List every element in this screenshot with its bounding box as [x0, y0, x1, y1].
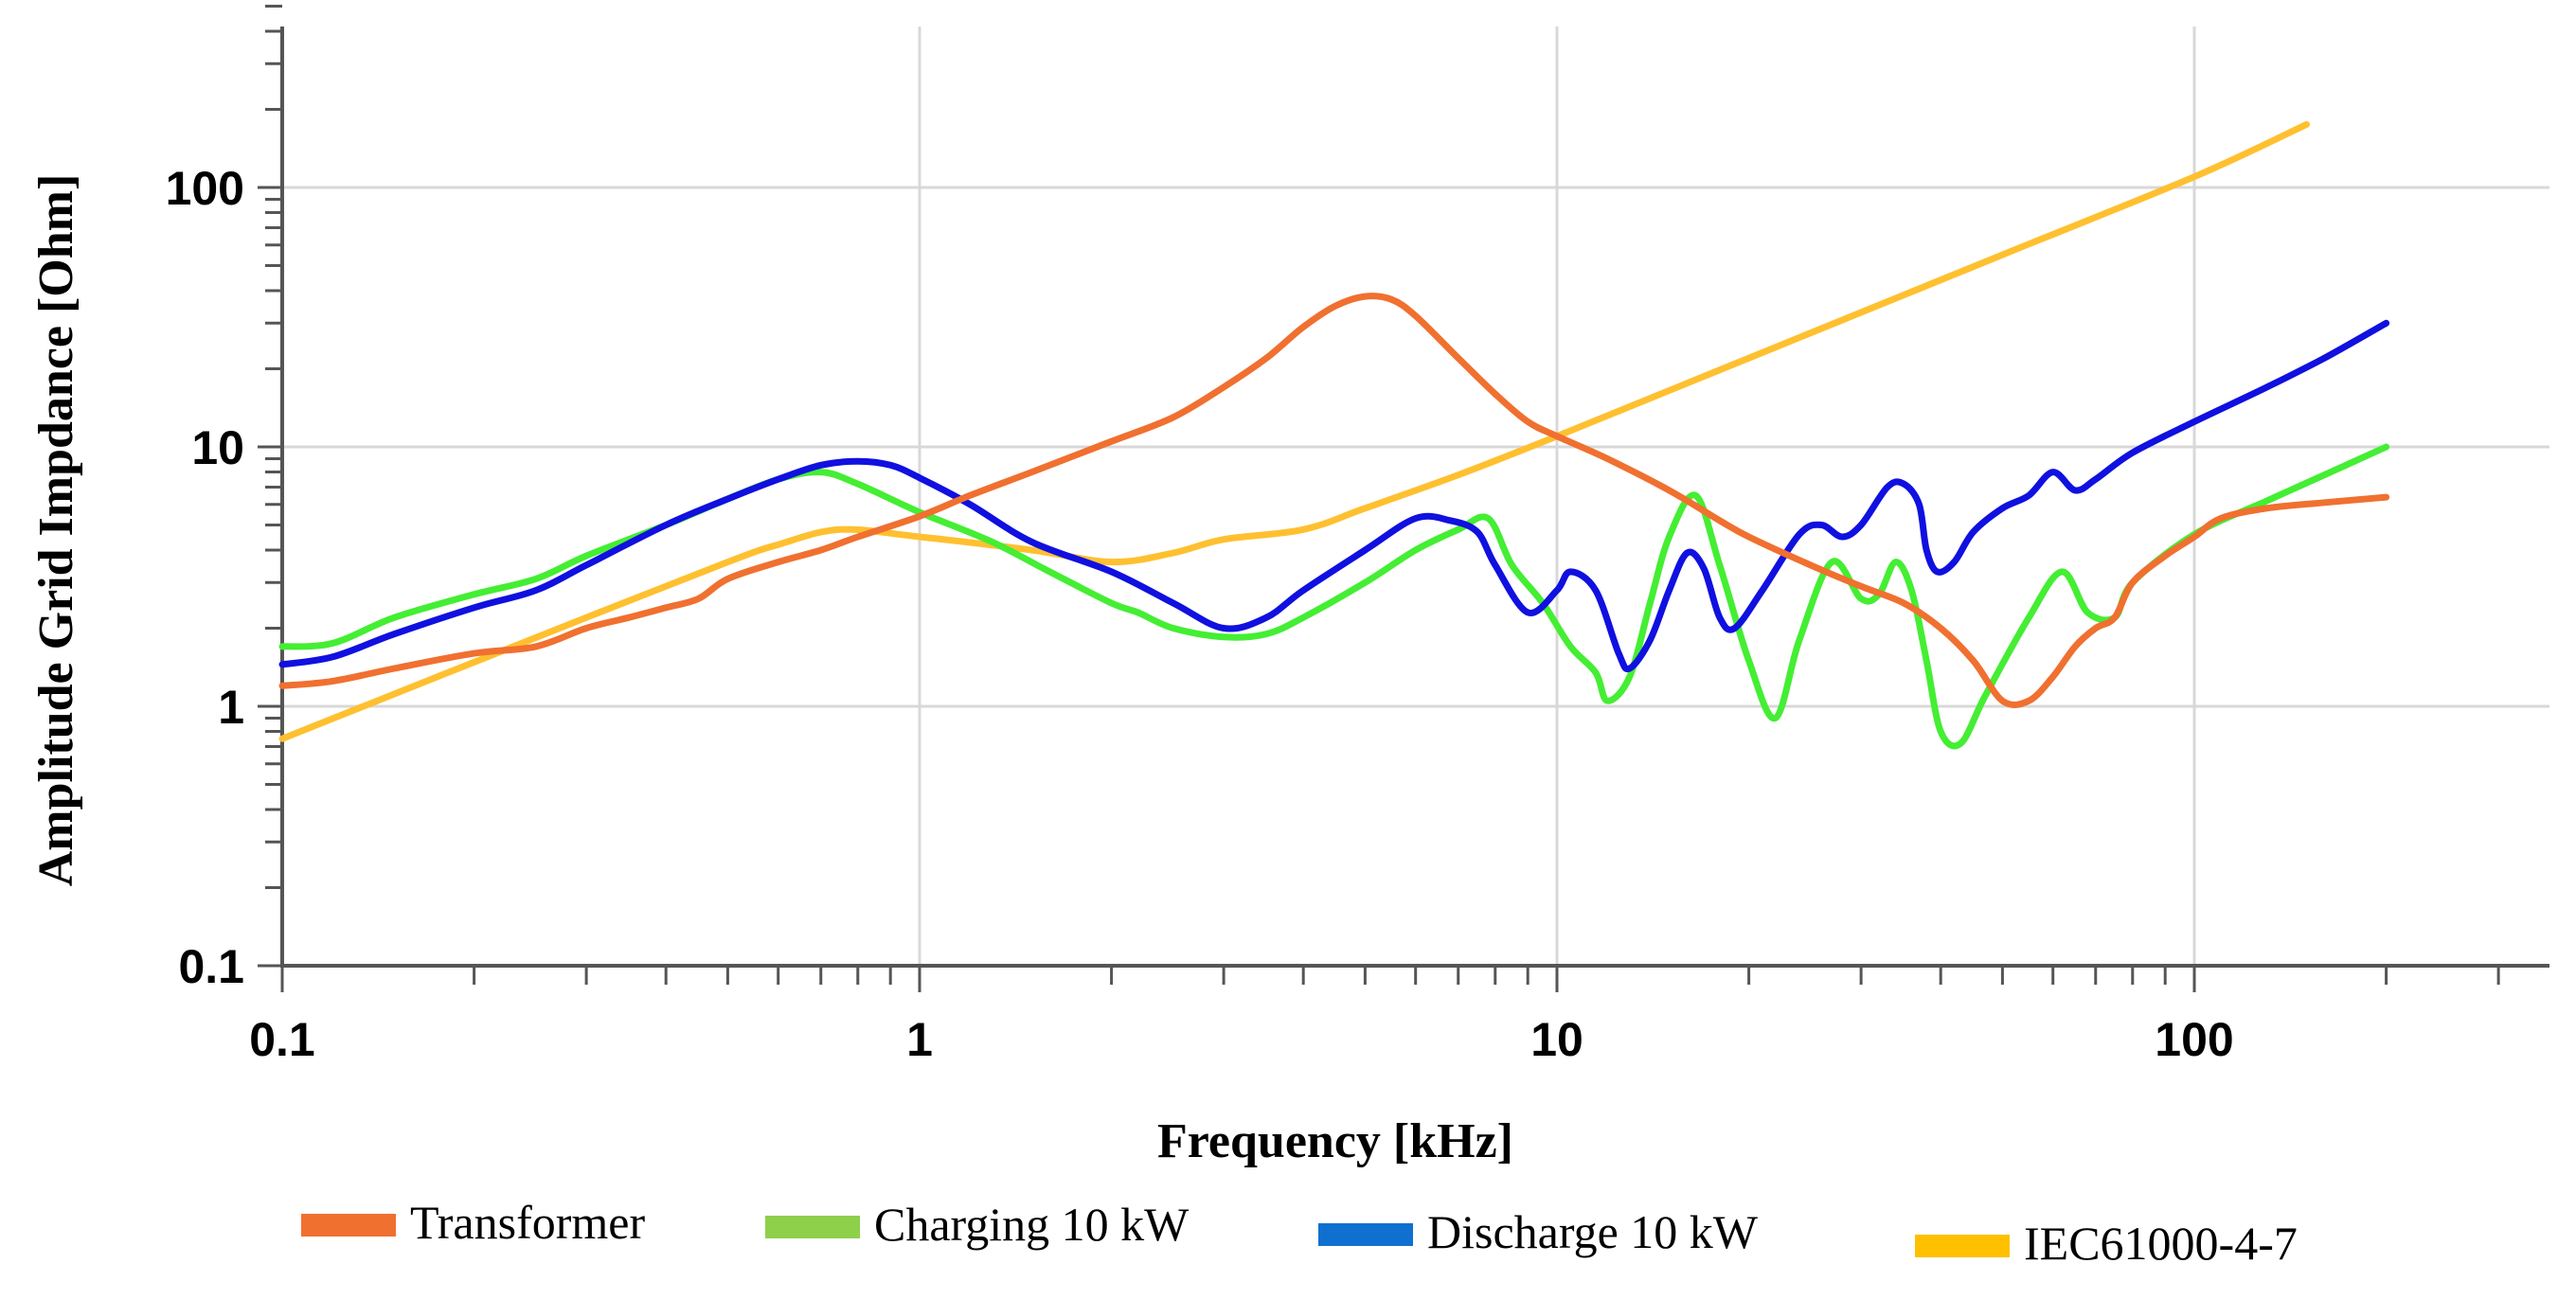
series-lines — [278, 120, 2390, 750]
x-tick-label: 100 — [2155, 1013, 2233, 1066]
tick-labels: 0.1 1 10 100 0.1 1 10 100 — [166, 162, 2234, 1066]
legend: Transformer Charging 10 kW Discharge 10 kW… — [301, 1196, 2298, 1270]
legend-swatch — [765, 1216, 860, 1238]
x-tick-label: 1 — [906, 1013, 933, 1066]
x-axis-title: Frequency [kHz] — [1157, 1114, 1513, 1168]
legend-item: Charging 10 kW — [765, 1198, 1190, 1251]
axes — [258, 4, 2549, 992]
legend-swatch — [1318, 1223, 1413, 1246]
series-line-iec61000-4-7 — [278, 120, 2310, 742]
series-line-transformer — [278, 293, 2390, 708]
y-tick-label: 100 — [166, 162, 244, 215]
series-line-charging-10-kw — [278, 443, 2390, 750]
legend-swatch — [301, 1214, 396, 1237]
x-tick-label: 0.1 — [249, 1013, 315, 1066]
legend-label: Discharge 10 kW — [1427, 1205, 1759, 1258]
legend-item: IEC61000-4-7 — [1915, 1217, 2298, 1270]
x-tick-label: 10 — [1530, 1013, 1583, 1066]
y-tick-label: 1 — [218, 681, 244, 734]
y-axis-title: Amplitude Grid Impdance [Ohm] — [29, 174, 83, 887]
legend-label: Charging 10 kW — [874, 1198, 1190, 1251]
series-line-discharge-10-kw — [278, 319, 2390, 673]
legend-label: IEC61000-4-7 — [2024, 1217, 2298, 1270]
y-tick-label: 0.1 — [178, 940, 244, 993]
legend-swatch — [1915, 1235, 2010, 1257]
y-tick-label: 10 — [191, 421, 244, 474]
legend-label: Transformer — [410, 1196, 645, 1249]
legend-item: Transformer — [301, 1196, 645, 1249]
legend-item: Discharge 10 kW — [1318, 1205, 1759, 1258]
